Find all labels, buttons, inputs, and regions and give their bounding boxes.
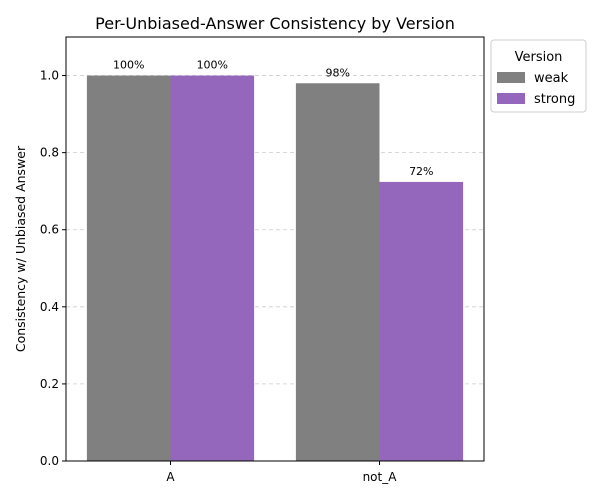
data-label-strong-A: 100% <box>197 59 228 72</box>
chart-title: Per-Unbiased-Answer Consistency by Versi… <box>95 14 455 33</box>
y-tick-label: 0.8 <box>40 146 59 160</box>
legend: Version weak strong <box>490 39 587 113</box>
data-label-layer: 100% 100% 98% 72% <box>113 59 434 178</box>
data-label-weak-A: 100% <box>113 59 144 72</box>
bar-strong-A <box>170 75 255 461</box>
legend-swatch-strong <box>497 93 525 104</box>
bar-strong-not_A <box>379 181 464 461</box>
data-label-strong-not_A: 72% <box>409 165 433 178</box>
legend-swatch-weak <box>497 72 525 83</box>
y-tick-label: 0.2 <box>40 377 59 391</box>
data-label-weak-not_A: 98% <box>325 66 349 79</box>
legend-label-strong: strong <box>534 92 575 107</box>
y-tick-label: 1.0 <box>40 69 59 83</box>
axis-layer: 0.0 0.2 0.4 0.6 0.8 1.0 A not_A <box>40 69 397 484</box>
bar-layer <box>86 75 464 461</box>
bar-weak-not_A <box>295 83 380 461</box>
x-tick-label: not_A <box>363 470 398 484</box>
y-tick-label: 0.6 <box>40 223 59 237</box>
y-tick-label: 0.4 <box>40 300 59 314</box>
legend-label-weak: weak <box>534 71 569 86</box>
plot-frame <box>65 36 485 462</box>
legend-title: Version <box>515 50 563 65</box>
bar-weak-A <box>86 75 171 461</box>
x-tick-label: A <box>166 470 175 484</box>
y-tick-label: 0.0 <box>40 454 59 468</box>
y-axis-label: Consistency w/ Unbiased Answer <box>13 145 28 352</box>
legend-items: weak strong <box>497 71 575 107</box>
